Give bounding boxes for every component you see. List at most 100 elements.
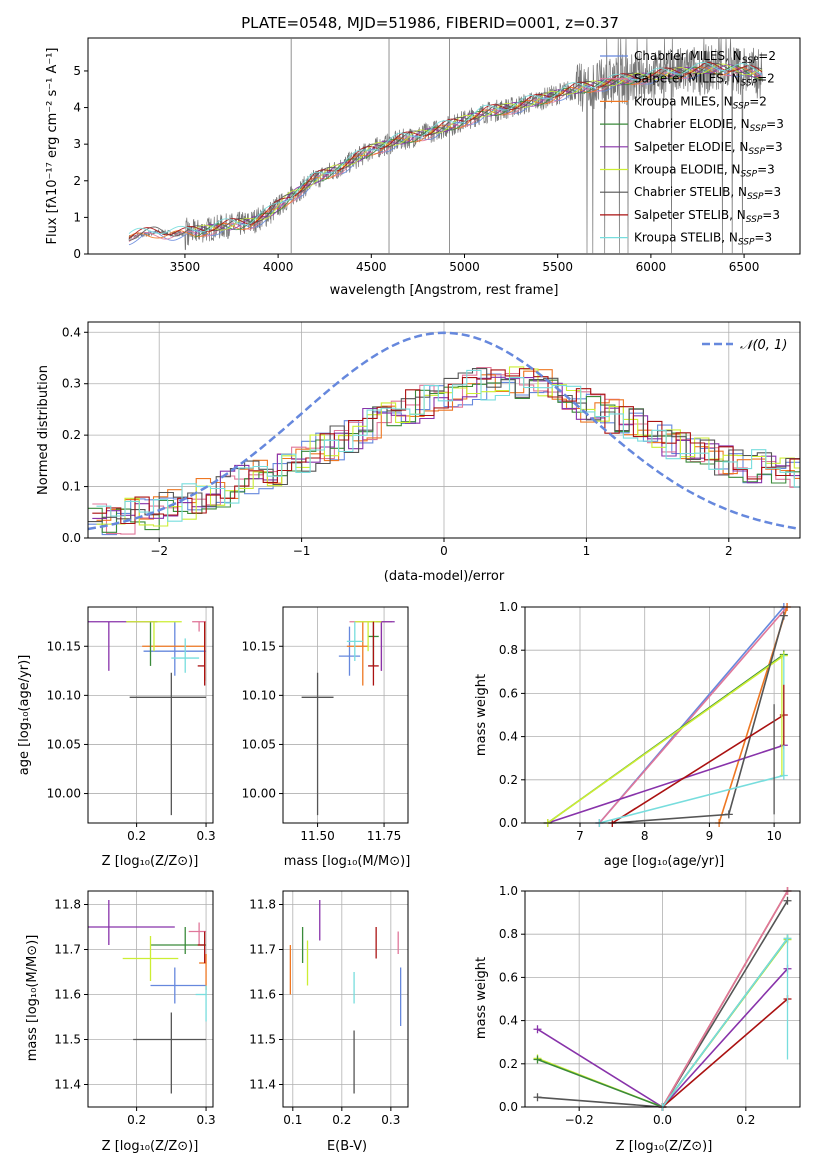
y-tick-label: 0.0 — [62, 531, 81, 545]
spectrum-panel: 3500 4000 4500 5000 5500 6000 6500 0 1 2 3 4 5 wavel… — [45, 37, 801, 298]
y-tick-label: 4 — [73, 101, 81, 115]
y-tick-label: 0.2 — [499, 773, 518, 787]
residuals-grid — [88, 322, 800, 539]
legend-label: Salpeter STELIB, NSSP=3 — [634, 208, 780, 225]
errorbar-point — [150, 927, 207, 954]
panel-axes-frame — [87, 606, 214, 824]
errorbar-point — [338, 626, 361, 676]
y-tick-label: 10.15 — [47, 639, 81, 653]
errorbar-point — [129, 672, 207, 816]
errorbar-point — [368, 621, 379, 686]
observed-spectrum — [128, 37, 763, 255]
y-tick-label: 10.00 — [242, 787, 276, 801]
plus-marker — [533, 1055, 542, 1064]
residual-histograms — [88, 366, 800, 536]
legend-label: Kroupa STELIB, NSSP=3 — [634, 231, 772, 248]
y-tick-label: 1.0 — [499, 884, 518, 898]
y-tick-label: 10.05 — [242, 737, 276, 751]
model-spectrum-line — [128, 61, 763, 235]
mass-ebv-xlabel: E(B-V) — [327, 1139, 367, 1154]
y-tick-label: 1 — [73, 210, 81, 224]
y-tick-label: 11.7 — [54, 943, 81, 957]
residuals-ticks: −2 −1 0 1 2 0.0 0.1 0.2 0.3 0.4 — [62, 325, 733, 558]
errorbar-point — [143, 621, 207, 676]
errorbar-point — [301, 672, 334, 816]
y-tick-label: 2 — [73, 174, 81, 188]
mass-weight-line — [661, 938, 789, 1108]
x-tick-label: 0.2 — [332, 1113, 351, 1127]
legend-label: Chabrier MILES, NSSP=2 — [634, 49, 776, 66]
y-tick-label: 11.5 — [249, 1033, 276, 1047]
errorbar-point — [150, 967, 207, 1004]
errorbar-point — [197, 621, 206, 686]
mw-z-xlabel: Z [log₁₀(Z/Z⊙)] — [616, 1139, 713, 1154]
errorbar-point — [197, 931, 206, 963]
errorbar-point — [126, 621, 182, 652]
legend-label: Chabrier STELIB, NSSP=3 — [634, 185, 781, 202]
errorbar-point — [88, 900, 175, 945]
y-tick-label: 11.6 — [54, 988, 81, 1002]
model-spectrum-line — [128, 62, 763, 241]
x-tick-label: 0.2 — [127, 829, 146, 843]
y-tick-label: 0.4 — [499, 1014, 518, 1028]
y-tick-label: 0.6 — [499, 970, 518, 984]
x-tick-label: 5500 — [542, 260, 573, 274]
errorbar-point — [122, 936, 179, 981]
x-tick-label: 0 — [440, 544, 448, 558]
panel-axes-frame — [282, 890, 409, 1108]
y-tick-label: 0.8 — [499, 643, 518, 657]
errorbar-point — [354, 621, 382, 652]
mw-age-xlabel: age [log₁₀(age/yr)] — [604, 854, 725, 869]
gauss-legend: 𝒩(0, 1) — [702, 338, 787, 353]
y-tick-label: 11.8 — [249, 898, 276, 912]
panel-data — [543, 603, 792, 827]
mass-weight-line — [661, 998, 789, 1108]
x-tick-label: −1 — [293, 544, 311, 558]
mass-weight-vs-age-panel: 7 8 9 10 0.0 0.2 0.4 0.6 0.8 1.0 — [499, 600, 801, 843]
x-tick-label: 6500 — [729, 260, 760, 274]
age-mass-xlabel: mass [log₁₀(M/M⊙)] — [284, 854, 411, 869]
y-tick-label: 0.4 — [62, 325, 81, 339]
errorbar-point — [346, 621, 363, 661]
gaussian-curve — [87, 331, 801, 531]
residuals-ylabel: Normed distribution — [36, 365, 51, 495]
mass-weight-line — [598, 606, 788, 824]
y-tick-label: 0.0 — [499, 1100, 518, 1114]
mw-age-ylabel: mass weight — [474, 674, 489, 756]
spectrum-axes-frame — [87, 37, 801, 255]
mass-weight-line — [612, 615, 785, 824]
y-tick-label: 0.1 — [62, 480, 81, 494]
x-tick-label: 11.75 — [367, 829, 401, 843]
y-tick-label: 3 — [73, 137, 81, 151]
model-spectrum-line — [194, 65, 763, 238]
y-tick-label: 10.15 — [242, 639, 276, 653]
x-tick-label: 0.2 — [736, 1113, 755, 1127]
x-tick-label: 8 — [641, 829, 649, 843]
x-tick-label: 0.3 — [197, 1113, 216, 1127]
y-tick-label: 11.4 — [249, 1078, 276, 1092]
x-tick-label: 0.3 — [197, 829, 216, 843]
age-z-ylabel: age [log₁₀(age/yr)] — [17, 655, 32, 776]
y-tick-label: 10.00 — [47, 787, 81, 801]
y-tick-label: 11.5 — [54, 1033, 81, 1047]
y-tick-label: 0.2 — [499, 1057, 518, 1071]
plus-marker — [779, 611, 788, 620]
x-tick-label: 4500 — [356, 260, 387, 274]
x-tick-label: 7 — [576, 829, 584, 843]
legend-label: Kroupa ELODIE, NSSP=3 — [634, 163, 775, 180]
panel-axes-frame — [282, 606, 409, 824]
mass-weight-vs-metallicity-panel: −0.2 0.0 0.2 0.0 0.2 0.4 0.6 0.8 1.0 — [499, 884, 801, 1127]
panel-grid: 0.1 0.2 0.3 11.4 11.5 11.6 11.7 11.8 — [249, 891, 408, 1127]
age-vs-metallicity-panel: 0.2 0.3 10.00 10.05 10.10 10.15 — [47, 606, 216, 843]
y-tick-label: 10.10 — [242, 688, 276, 702]
mass-weight-line — [611, 714, 785, 824]
y-tick-label: 0.0 — [499, 816, 518, 830]
y-tick-label: 11.8 — [54, 898, 81, 912]
residuals-xlabel: (data-model)/error — [384, 569, 505, 584]
y-tick-label: 11.7 — [249, 943, 276, 957]
panel-axes-frame — [524, 606, 801, 824]
y-tick-label: 5 — [73, 64, 81, 78]
age-z-xlabel: Z [log₁₀(Z/Z⊙)] — [102, 854, 199, 869]
y-tick-label: 11.4 — [54, 1078, 81, 1092]
spectrum-ticks: 3500 4000 4500 5000 5500 6000 6500 0 1 2 3 4 5 — [73, 64, 759, 274]
